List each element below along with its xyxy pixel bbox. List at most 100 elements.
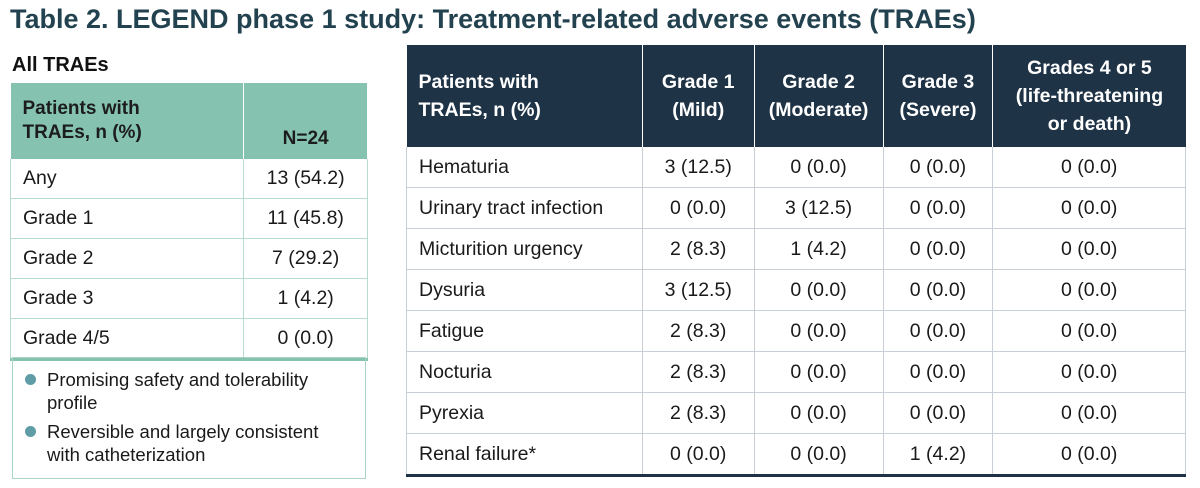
header-line: (Severe) [899, 99, 977, 121]
header-line: TRAEs, n (%) [418, 99, 541, 121]
grade-header-row: Patients with TRAEs, n (%) Grade 1 (Mild… [406, 45, 1186, 147]
grade1-value: 2 (8.3) [642, 228, 755, 270]
table-row: Any 13 (54.2) [9, 159, 368, 199]
row-label: Grade 4/5 [9, 318, 245, 361]
grade45-value: 0 (0.0) [992, 433, 1186, 477]
row-value: 1 (4.2) [243, 278, 368, 319]
table-row: Pyrexia 2 (8.3) 0 (0.0) 0 (0.0) 0 (0.0) [406, 392, 1186, 434]
table-row: Dysuria 3 (12.5) 0 (0.0) 0 (0.0) 0 (0.0) [406, 269, 1186, 311]
table-row: Grade 1 11 (45.8) [9, 198, 368, 239]
header-line: Patients with [418, 71, 539, 93]
header-line: Grades 4 or 5 [1027, 57, 1152, 79]
row-label: Grade 2 [9, 238, 245, 279]
key-points-box: Promising safety and tolerability profil… [12, 357, 366, 479]
key-point-text: Reversible and largely consistent with c… [47, 420, 318, 466]
header-line: (Mild) [672, 99, 725, 121]
grade2-value: 0 (0.0) [754, 269, 884, 311]
grade2-value: 1 (4.2) [754, 228, 884, 270]
key-point-line2: with catheterization [47, 444, 206, 465]
event-name: Hematuria [406, 147, 643, 188]
event-name: Nocturia [406, 351, 643, 393]
bullet-dot-icon [25, 426, 36, 437]
row-value: 0 (0.0) [243, 318, 368, 361]
table-row: Hematuria 3 (12.5) 0 (0.0) 0 (0.0) 0 (0.0) [406, 147, 1186, 188]
grade2-value: 0 (0.0) [754, 392, 884, 434]
grade3-value: 0 (0.0) [883, 228, 994, 270]
event-header: Patients with TRAEs, n (%) [406, 45, 643, 147]
header-line: or death) [1047, 113, 1132, 135]
key-point: Promising safety and tolerability profil… [25, 368, 353, 414]
grade1-value: 0 (0.0) [642, 433, 755, 477]
grade3-value: 0 (0.0) [883, 351, 994, 393]
header-line: Grade 2 [782, 71, 855, 93]
event-name: Fatigue [406, 310, 643, 352]
event-name: Urinary tract infection [406, 187, 643, 229]
key-point-line1: Reversible and largely consistent [47, 421, 319, 442]
table-row: Grade 3 1 (4.2) [9, 278, 368, 319]
all-traes-header-row: Patients with TRAEs, n (%) N=24 [10, 83, 368, 159]
key-point-text: Promising safety and tolerability profil… [47, 368, 308, 414]
grade1-value: 0 (0.0) [642, 187, 755, 229]
grade2-value: 3 (12.5) [754, 187, 884, 229]
row-value: 11 (45.8) [243, 198, 368, 239]
grade2-value: 0 (0.0) [754, 433, 884, 477]
table-row: Micturition urgency 2 (8.3) 1 (4.2) 0 (0.0)… [406, 228, 1186, 270]
header-line: (Moderate) [768, 99, 869, 121]
key-point: Reversible and largely consistent with c… [25, 420, 353, 466]
grade3-header: Grade 3 (Severe) [883, 45, 994, 147]
grade1-value: 2 (8.3) [642, 392, 755, 434]
event-name: Renal failure* [406, 433, 643, 477]
key-point-line2: profile [47, 392, 98, 413]
table-row: Renal failure* 0 (0.0) 0 (0.0) 1 (4.2) 0 (0.… [406, 433, 1186, 477]
key-point-line1: Promising safety and tolerability [47, 369, 309, 390]
grade45-value: 0 (0.0) [992, 392, 1186, 434]
grade45-value: 0 (0.0) [992, 351, 1186, 393]
grade3-value: 0 (0.0) [883, 310, 994, 352]
n-header: N=24 [243, 83, 368, 159]
table-row: Grade 4/5 0 (0.0) [9, 318, 368, 361]
table-row: Nocturia 2 (8.3) 0 (0.0) 0 (0.0) 0 (0.0) [406, 351, 1186, 393]
table-row: Grade 2 7 (29.2) [9, 238, 368, 279]
grade45-value: 0 (0.0) [992, 228, 1186, 270]
grade1-value: 2 (8.3) [642, 310, 755, 352]
row-label: Grade 1 [9, 198, 245, 239]
grade1-value: 3 (12.5) [642, 269, 755, 311]
grade2-value: 0 (0.0) [754, 310, 884, 352]
patients-header: Patients with TRAEs, n (%) [10, 83, 245, 159]
grade1-value: 2 (8.3) [642, 351, 755, 393]
header-line: Grade 1 [661, 71, 735, 93]
grade2-header: Grade 2 (Moderate) [754, 45, 884, 147]
event-name: Pyrexia [406, 392, 643, 434]
patients-header-line2: TRAEs, n (%) [22, 122, 142, 143]
all-traes-subtitle: All TRAEs [12, 54, 109, 76]
all-traes-table: Patients with TRAEs, n (%) N=24 Any 13 (… [9, 83, 368, 361]
bullet-dot-icon [25, 374, 36, 385]
grade45-value: 0 (0.0) [992, 147, 1186, 188]
traes-by-grade-table: Patients with TRAEs, n (%) Grade 1 (Mild… [406, 45, 1186, 477]
grade2-value: 0 (0.0) [754, 351, 884, 393]
grade45-header: Grades 4 or 5 (life-threatening or death… [992, 45, 1186, 147]
grade45-value: 0 (0.0) [992, 269, 1186, 311]
header-line: Grade 3 [901, 71, 975, 93]
grade45-value: 0 (0.0) [992, 310, 1186, 352]
grade3-value: 0 (0.0) [883, 147, 994, 188]
table-row: Fatigue 2 (8.3) 0 (0.0) 0 (0.0) 0 (0.0) [406, 310, 1186, 352]
row-label: Any [9, 159, 245, 199]
grade45-value: 0 (0.0) [992, 187, 1186, 229]
table-row: Urinary tract infection 0 (0.0) 3 (12.5) 0 … [406, 187, 1186, 229]
traes-table-body: Hematuria 3 (12.5) 0 (0.0) 0 (0.0) 0 (0.0) Ur… [406, 147, 1186, 477]
grade1-value: 3 (12.5) [642, 147, 755, 188]
grade1-header: Grade 1 (Mild) [642, 45, 755, 147]
patients-header-line1: Patients with [22, 98, 140, 119]
grade3-value: 0 (0.0) [883, 187, 994, 229]
row-value: 13 (54.2) [243, 159, 368, 199]
grade3-value: 1 (4.2) [883, 433, 994, 477]
row-value: 7 (29.2) [243, 238, 368, 279]
header-line: (life-threatening [1015, 85, 1164, 107]
grade2-value: 0 (0.0) [754, 147, 884, 188]
page-title: Table 2. LEGEND phase 1 study: Treatment… [10, 4, 976, 34]
grade3-value: 0 (0.0) [883, 269, 994, 311]
row-label: Grade 3 [9, 278, 245, 319]
grade3-value: 0 (0.0) [883, 392, 994, 434]
event-name: Micturition urgency [406, 228, 643, 270]
